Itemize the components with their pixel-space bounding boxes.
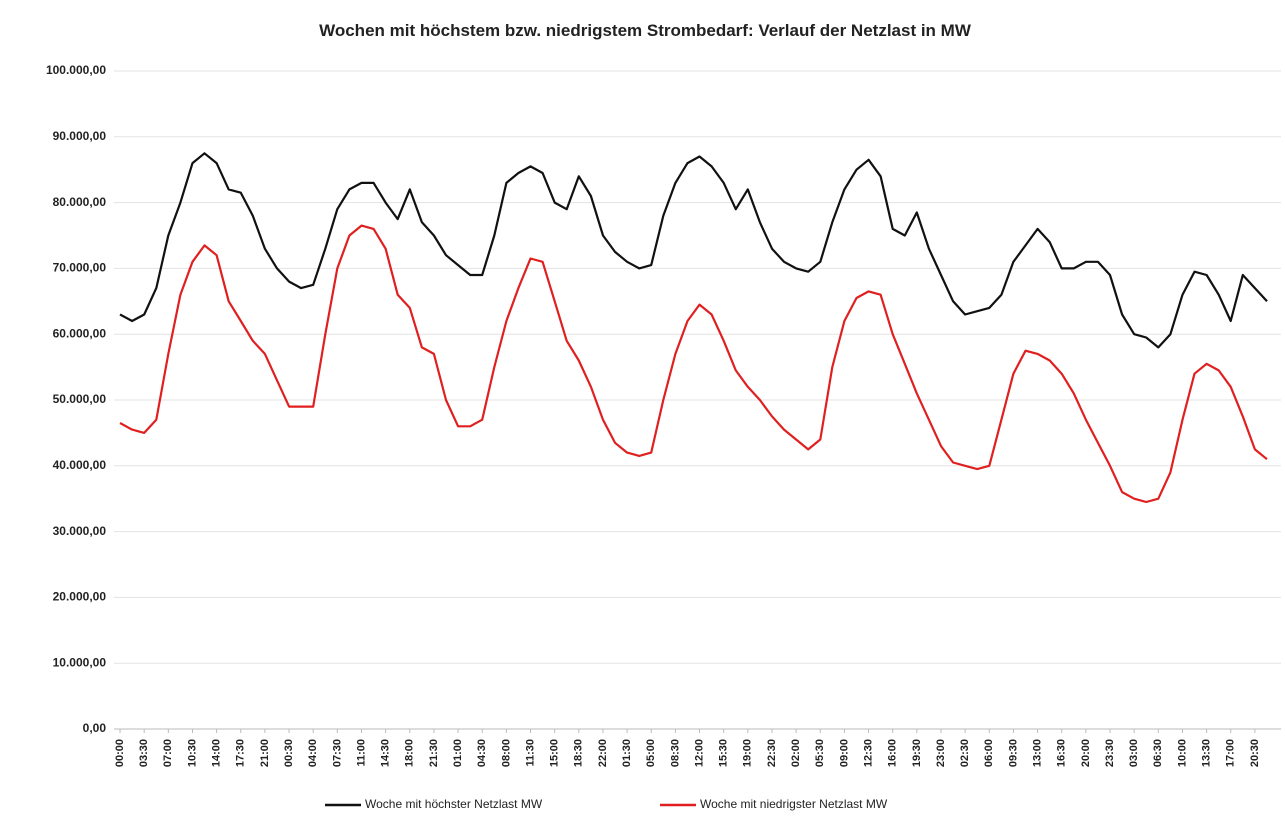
y-tick-label: 70.000,00: [53, 261, 107, 275]
x-tick-label: 06:00: [983, 739, 995, 767]
legend-label: Woche mit niedrigster Netzlast MW: [700, 797, 888, 811]
series-line: [119, 224, 1268, 504]
y-tick-label: 30.000,00: [53, 524, 107, 538]
y-tick-label: 50.000,00: [53, 392, 107, 406]
y-tick-label: 0,00: [83, 721, 107, 735]
x-tick-label: 22:30: [766, 739, 778, 767]
x-tick-label: 10:30: [186, 739, 198, 767]
x-tick-label: 11:00: [355, 739, 367, 767]
y-tick-label: 90.000,00: [53, 129, 107, 143]
x-tick-label: 13:30: [1201, 739, 1213, 767]
x-tick-label: 16:00: [887, 739, 899, 767]
x-tick-label: 13:00: [1031, 739, 1043, 767]
x-tick-label: 18:30: [573, 739, 585, 767]
y-tick-label: 40.000,00: [53, 458, 107, 472]
y-tick-label: 10.000,00: [53, 655, 107, 669]
x-tick-label: 07:30: [331, 739, 343, 767]
x-tick-label: 20:00: [1080, 739, 1092, 767]
x-tick-label: 12:30: [862, 739, 874, 767]
legend-label: Woche mit höchster Netzlast MW: [365, 797, 543, 811]
x-tick-label: 15:30: [718, 739, 730, 767]
x-tick-label: 05:00: [645, 739, 657, 767]
x-tick-label: 03:30: [138, 739, 150, 767]
x-tick-label: 17:00: [1225, 739, 1237, 767]
x-tick-label: 06:30: [1152, 739, 1164, 767]
x-tick-label: 14:30: [380, 739, 392, 767]
x-tick-label: 18:00: [404, 739, 416, 767]
x-tick-label: 16:30: [1056, 739, 1068, 767]
x-tick-label: 23:00: [935, 739, 947, 767]
x-tick-label: 22:00: [597, 739, 609, 767]
x-tick-label: 00:30: [283, 739, 295, 767]
x-tick-label: 19:30: [911, 739, 923, 767]
x-tick-label: 10:00: [1176, 739, 1188, 767]
x-tick-label: 01:00: [452, 739, 464, 767]
x-tick-label: 21:00: [259, 739, 271, 767]
x-tick-label: 02:30: [959, 739, 971, 767]
x-tick-label: 04:30: [476, 739, 488, 767]
x-tick-label: 01:30: [621, 739, 633, 767]
chart-title: Wochen mit höchstem bzw. niedrigstem Str…: [319, 21, 972, 40]
x-tick-label: 00:00: [114, 739, 126, 767]
x-tick-label: 14:00: [211, 739, 223, 767]
y-tick-label: 80.000,00: [53, 195, 107, 209]
x-tick-label: 09:00: [838, 739, 850, 767]
x-tick-label: 09:30: [1007, 739, 1019, 767]
x-tick-label: 19:00: [742, 739, 754, 767]
x-tick-label: 20:30: [1249, 739, 1261, 767]
x-tick-label: 08:30: [669, 739, 681, 767]
y-tick-label: 100.000,00: [46, 63, 106, 77]
x-tick-label: 17:30: [235, 739, 247, 767]
x-tick-label: 08:00: [500, 739, 512, 767]
x-tick-label: 15:00: [549, 739, 561, 767]
y-tick-label: 20.000,00: [53, 590, 107, 604]
x-tick-label: 03:00: [1128, 739, 1140, 767]
x-tick-label: 11:30: [524, 739, 536, 767]
x-tick-label: 12:00: [693, 739, 705, 767]
series-line: [119, 152, 1268, 349]
x-tick-label: 04:00: [307, 739, 319, 767]
x-tick-label: 23:30: [1104, 739, 1116, 767]
x-tick-label: 05:30: [814, 739, 826, 767]
x-tick-label: 21:30: [428, 739, 440, 767]
x-tick-label: 07:00: [162, 739, 174, 767]
y-tick-label: 60.000,00: [53, 326, 107, 340]
x-tick-label: 02:00: [790, 739, 802, 767]
